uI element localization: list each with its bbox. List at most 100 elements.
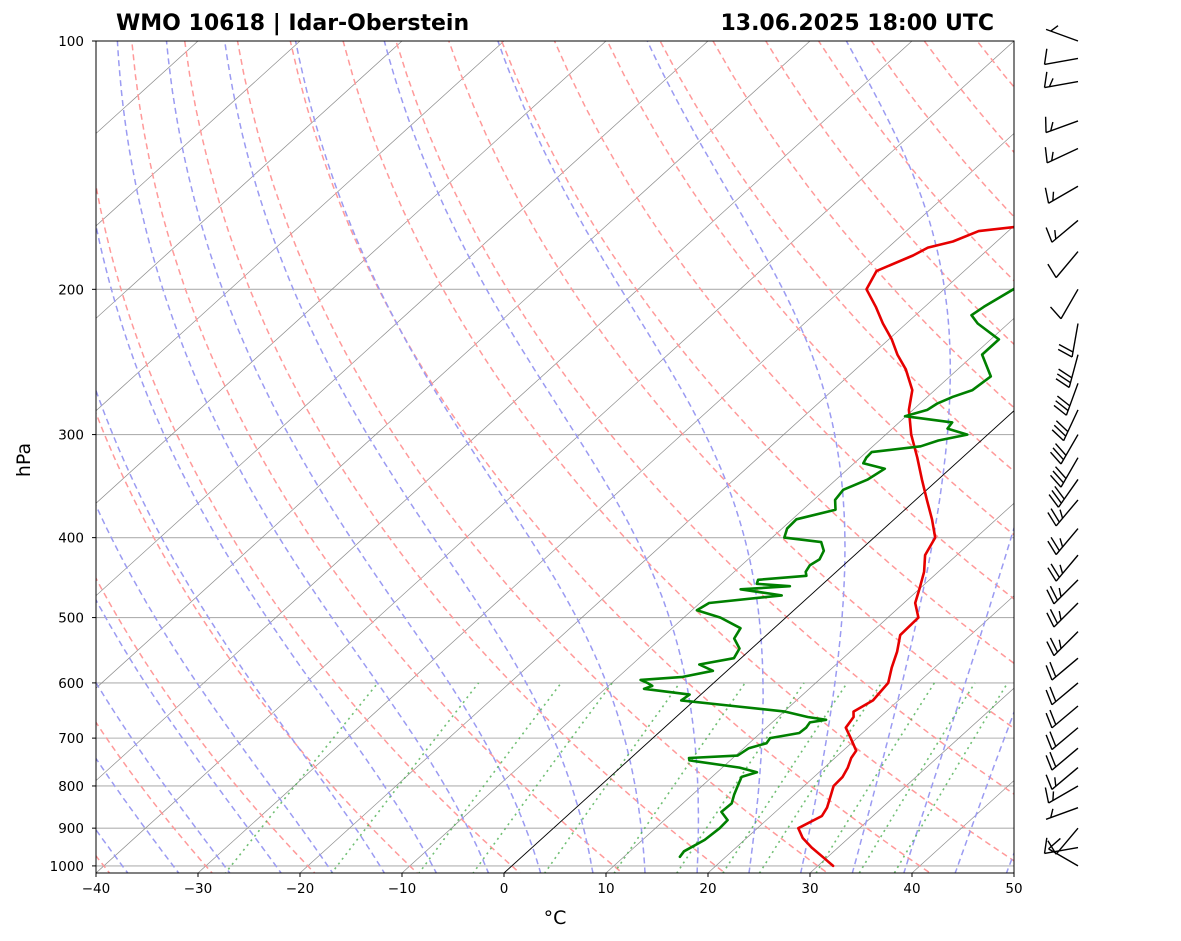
wind-barb-feather [1058, 368, 1073, 379]
x-tick-label: 20 [699, 881, 716, 897]
title-right: 13.06.2025 18:00 UTC [720, 11, 994, 36]
dry-adiabat [289, 41, 932, 873]
dry-adiabat [606, 41, 1014, 536]
mixing-ratio-line [722, 682, 848, 873]
wind-barb-feather [1049, 637, 1059, 653]
moist-adiabat [96, 503, 334, 873]
wind-barb [1049, 434, 1079, 465]
wind-barb [1044, 185, 1079, 204]
wind-barb-feather [1049, 751, 1057, 768]
wind-barb-feather [1051, 429, 1065, 442]
wind-barb-feather [1045, 774, 1053, 790]
moist-adiabat [96, 757, 180, 873]
moist-adiabat [223, 41, 594, 873]
isotherm-line [809, 687, 1014, 873]
wind-barb-feather [1047, 263, 1057, 278]
mixing-ratio-line [858, 682, 976, 873]
plot-frame [95, 40, 1015, 874]
x-axis-ticks: −40 −30 −20 −10 0 10 20 30 40 50 [82, 873, 1023, 897]
moist-adiabat [294, 41, 646, 873]
wind-barb-feather [1044, 187, 1050, 204]
moist-adiabat [116, 41, 490, 873]
wind-barb [1055, 354, 1079, 389]
sounding-profiles [639, 225, 1014, 868]
y-tick-label: 700 [58, 731, 84, 747]
moist-adiabat-lines [96, 41, 1014, 873]
y-tick-label: 600 [58, 676, 84, 692]
wind-barb [1047, 827, 1079, 855]
wind-barb-feather [1059, 509, 1064, 519]
wind-barb-feather [1043, 71, 1048, 88]
zero-degree-isotherm [503, 410, 1014, 873]
wind-barb [1047, 528, 1079, 556]
wind-barb [1045, 767, 1079, 790]
dry-adiabat-lines [96, 41, 1014, 873]
wind-barb [1045, 682, 1079, 706]
x-tick-label: −10 [388, 881, 417, 897]
dry-adiabat [342, 41, 1014, 862]
wind-barb-feather [1054, 466, 1067, 479]
isotherm-line [96, 41, 811, 689]
wind-barb-feather [1050, 563, 1060, 578]
wind-barb [1044, 147, 1079, 164]
wind-barb-feather [1049, 609, 1059, 624]
wind-barbs [1043, 25, 1079, 867]
wind-barb [1053, 383, 1079, 416]
wind-barb-feather [1058, 587, 1062, 597]
wind-barb-feather [1044, 147, 1048, 163]
wind-barb-feather [1058, 639, 1062, 649]
wind-barb [1049, 288, 1079, 320]
dewpoint-profile [639, 287, 1014, 859]
y-tick-label: 800 [58, 779, 84, 795]
isotherm-line [96, 41, 403, 319]
wind-barb-feather [1049, 709, 1057, 725]
x-tick-label: 0 [500, 881, 509, 897]
wind-barb-shaft [1055, 251, 1079, 279]
wind-barb [1043, 48, 1079, 66]
wind-barb [1048, 479, 1079, 508]
isotherm-line [401, 317, 1014, 873]
wind-barb-feather [1049, 306, 1062, 320]
x-tick-label: −40 [82, 881, 111, 897]
wind-barb-shaft [1055, 827, 1079, 855]
wind-barb [1044, 116, 1079, 134]
wind-barb [1047, 554, 1079, 582]
wind-barb-feather [1047, 512, 1057, 527]
wind-barb-feather [1053, 424, 1067, 437]
wind-barb-feather [1059, 564, 1064, 574]
isotherm-line [96, 41, 709, 597]
wind-barb-feather [1046, 612, 1055, 628]
isotherm-line [197, 132, 1014, 873]
wind-barb [1044, 785, 1079, 804]
isotherm-line [96, 41, 607, 504]
x-axis-label: °C [544, 907, 567, 929]
wind-barb-feather [1048, 837, 1061, 850]
wind-barb-shaft [1044, 846, 1079, 855]
wind-barb [1045, 747, 1079, 771]
wind-barb-feather [1048, 494, 1060, 508]
wind-barb-feather [1049, 731, 1057, 747]
wind-barb-feather [1055, 378, 1070, 389]
wind-barb [1043, 71, 1079, 89]
wind-barb [1045, 657, 1079, 681]
wind-barb-feather [1051, 151, 1054, 161]
wind-barb [1051, 409, 1079, 442]
wind-barb-feather [1048, 78, 1054, 87]
wind-barb-feather [1046, 589, 1055, 605]
wind-barb-feather [1045, 755, 1053, 771]
wind-barb-feather [1059, 538, 1064, 548]
wind-barb-feather [1054, 777, 1057, 787]
x-tick-label: −20 [286, 881, 315, 897]
wind-barb-feather [1056, 395, 1071, 407]
moist-adiabat [903, 525, 1014, 873]
wind-barb-feather [1045, 689, 1053, 706]
wind-barb-feather [1056, 373, 1071, 384]
dry-adiabat [553, 41, 1014, 600]
wind-barb-feather [1055, 400, 1069, 412]
dry-adiabat [448, 41, 1014, 730]
wind-barb [1043, 837, 1079, 855]
wind-barb-feather [1055, 420, 1069, 433]
wind-barb-feather [1044, 787, 1050, 804]
wind-barb-feather [1049, 451, 1062, 465]
wind-barb-feather [1049, 474, 1062, 488]
